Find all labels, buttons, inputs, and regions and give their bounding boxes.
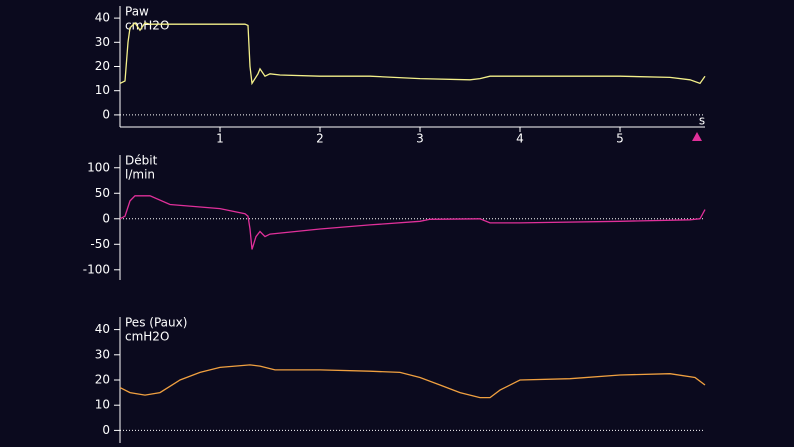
x-tick-label: 3 [416, 132, 424, 146]
x-tick-label: 2 [316, 132, 324, 146]
waveform [119, 21, 706, 86]
y-tick-label: 50 [95, 186, 110, 200]
y-tick-label: 40 [95, 11, 110, 25]
y-tick-label: 0 [102, 211, 110, 225]
x-tick-label: 4 [516, 132, 524, 146]
y-tick-label: 20 [95, 373, 110, 387]
waveform [119, 364, 706, 399]
y-tick-label: 0 [102, 423, 110, 437]
y-tick-label: 100 [87, 160, 110, 174]
panel-unit: l/min [125, 168, 155, 182]
cursor-marker [692, 132, 702, 141]
y-tick-label: -50 [90, 237, 110, 251]
y-tick-label: 40 [95, 322, 110, 336]
y-tick-label: 30 [95, 347, 110, 361]
y-tick-label: 10 [95, 398, 110, 412]
y-tick-label: 10 [95, 83, 110, 97]
panel-title: Débit [125, 154, 158, 168]
panel-title: Pes (Paux) [125, 316, 187, 330]
y-tick-label: -100 [83, 262, 110, 276]
waveform [119, 195, 706, 250]
y-tick-label: 20 [95, 59, 110, 73]
panel-unit: cmH2O [125, 330, 169, 344]
panel-title: Paw [125, 5, 149, 19]
panel-unit: cmH2O [125, 19, 169, 33]
x-tick-label: 1 [216, 132, 224, 146]
x-unit: s [699, 114, 705, 128]
x-tick-label: 5 [616, 132, 624, 146]
y-tick-label: 30 [95, 35, 110, 49]
y-tick-label: 0 [102, 107, 110, 121]
